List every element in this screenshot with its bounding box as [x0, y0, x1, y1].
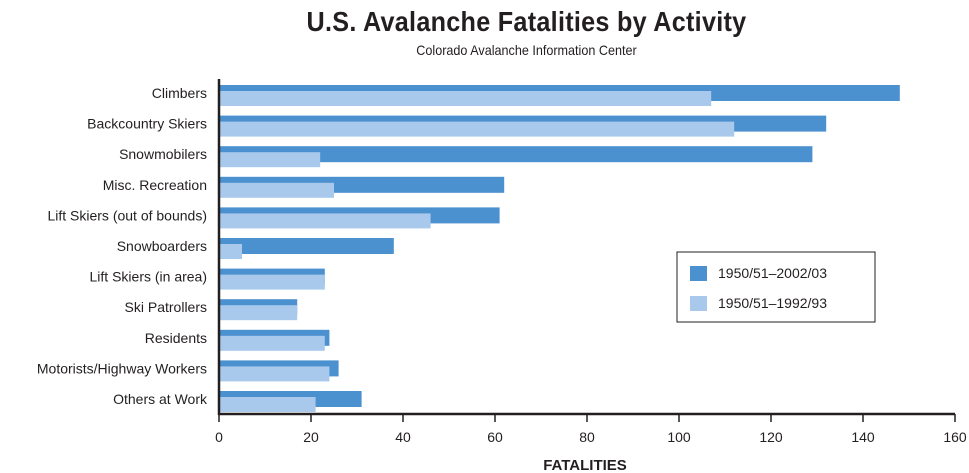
bar-early-1 [219, 121, 735, 137]
bar-early-4 [219, 213, 431, 229]
category-label-2: Snowmobilers [119, 146, 207, 162]
x-tick-label-7: 140 [851, 429, 875, 445]
category-label-5: Snowboarders [117, 238, 207, 254]
chart-title: U.S. Avalanche Fatalities by Activity [306, 6, 747, 37]
bar-early-0 [219, 91, 712, 106]
x-tick-label-3: 60 [487, 429, 503, 445]
category-label-1: Backcountry Skiers [87, 116, 207, 132]
x-axis-title: FATALITIES [543, 457, 627, 473]
legend: 1950/51–2002/03 1950/51–1992/93 [676, 251, 876, 323]
bar-early-8 [219, 335, 325, 351]
category-label-7: Ski Patrollers [125, 299, 207, 315]
x-tick-label-2: 40 [395, 429, 411, 445]
bar-early-7 [219, 305, 298, 321]
category-label-6: Lift Skiers (in area) [90, 269, 207, 285]
bar-total-5 [219, 238, 394, 254]
legend-swatch-0 [690, 266, 707, 281]
x-tick-label-4: 80 [579, 429, 595, 445]
x-tick-label-8: 160 [943, 429, 967, 445]
bars-group [219, 85, 900, 412]
category-label-10: Others at Work [113, 391, 208, 407]
x-tick-label-1: 20 [303, 429, 319, 445]
category-label-4: Lift Skiers (out of bounds) [47, 207, 207, 223]
category-label-0: Climbers [152, 85, 207, 101]
category-label-3: Misc. Recreation [103, 177, 207, 193]
x-tick-label-6: 120 [759, 429, 783, 445]
legend-label-1: 1950/51–1992/93 [718, 295, 827, 311]
category-labels: Climbers Backcountry Skiers Snowmobilers Mi… [37, 85, 208, 407]
legend-box [676, 251, 876, 323]
legend-swatch-1 [690, 296, 707, 311]
bar-total-2 [219, 146, 813, 163]
chart-subtitle: Colorado Avalanche Information Center [416, 42, 637, 58]
bar-early-9 [219, 366, 330, 382]
bar-early-6 [219, 274, 325, 290]
x-tick-label-0: 0 [215, 429, 223, 445]
bar-early-10 [219, 397, 316, 412]
category-label-8: Residents [145, 330, 207, 346]
bar-early-5 [219, 244, 242, 259]
category-label-9: Motorists/Highway Workers [37, 360, 207, 376]
x-ticks: 0 20 40 60 80 100 120 140 160 [215, 414, 967, 445]
bar-early-3 [219, 182, 334, 198]
legend-label-0: 1950/51–2002/03 [718, 265, 827, 281]
bar-early-2 [219, 152, 321, 168]
x-tick-label-5: 100 [667, 429, 691, 445]
